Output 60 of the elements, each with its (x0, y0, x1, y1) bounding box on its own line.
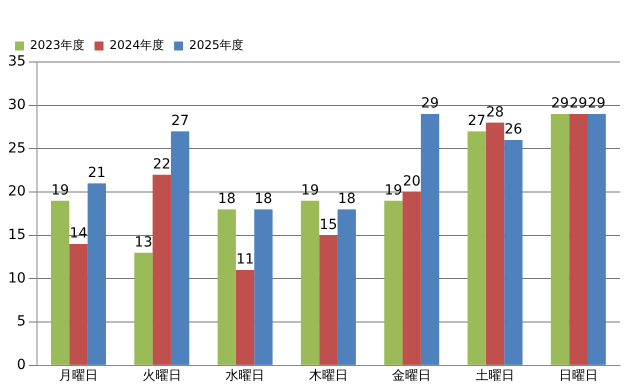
x-tick-label: 月曜日 (58, 368, 98, 384)
bar (468, 131, 486, 365)
bar (88, 183, 106, 365)
data-label: 15 (319, 217, 338, 234)
y-tick-label: 35 (8, 54, 26, 70)
y-tick-label: 25 (8, 140, 26, 156)
legend-label: 2024年度 (110, 38, 164, 52)
y-tick-label: 0 (16, 357, 26, 374)
data-label: 29 (421, 96, 439, 112)
y-tick-label: 10 (8, 270, 26, 286)
legend-label: 2023年度 (30, 38, 85, 52)
x-tick-label: 金曜日 (392, 368, 432, 384)
bar (486, 122, 504, 365)
data-label: 20 (402, 174, 421, 190)
bar (420, 114, 440, 365)
data-label: 19 (51, 182, 70, 198)
bar (236, 270, 254, 365)
data-label: 29 (551, 96, 569, 112)
data-label: 18 (218, 191, 236, 208)
bar (218, 209, 236, 365)
bar (152, 174, 171, 365)
data-label: 18 (338, 191, 356, 208)
x-tick-label: 木曜日 (308, 368, 348, 384)
bar (588, 114, 606, 365)
data-label: 29 (588, 96, 606, 112)
bar (402, 192, 421, 365)
legend-label: 2025年度 (189, 38, 244, 52)
data-label: 27 (468, 112, 486, 129)
bar (338, 209, 356, 365)
data-label: 13 (134, 234, 152, 250)
x-tick-label: 土曜日 (476, 368, 515, 384)
data-label: 22 (152, 156, 171, 172)
x-tick-label: 火曜日 (142, 368, 182, 384)
bar (504, 140, 523, 365)
bar (319, 235, 338, 365)
data-label: 21 (88, 165, 106, 181)
data-label: 19 (301, 182, 319, 198)
bar (550, 114, 570, 365)
data-label: 18 (254, 191, 272, 208)
bar (170, 131, 190, 365)
data-label: 29 (569, 96, 588, 112)
y-tick-label: 15 (8, 227, 26, 244)
y-tick-label: 20 (8, 184, 26, 200)
y-tick-label: 5 (16, 314, 26, 330)
y-tick-label: 30 (8, 96, 26, 113)
data-label: 19 (384, 182, 402, 198)
x-tick-label: 日曜日 (558, 368, 598, 384)
x-tick-label: 水曜日 (226, 368, 265, 384)
bar (69, 244, 88, 365)
bar (134, 252, 153, 365)
bar (50, 200, 70, 365)
data-label: 11 (236, 252, 254, 268)
bar (569, 114, 588, 365)
data-label: 27 (171, 112, 190, 129)
bar (384, 200, 403, 365)
data-label: 26 (504, 122, 522, 138)
bar (254, 209, 273, 365)
data-label: 28 (486, 104, 504, 120)
bar (300, 200, 320, 365)
data-label: 14 (70, 226, 88, 242)
